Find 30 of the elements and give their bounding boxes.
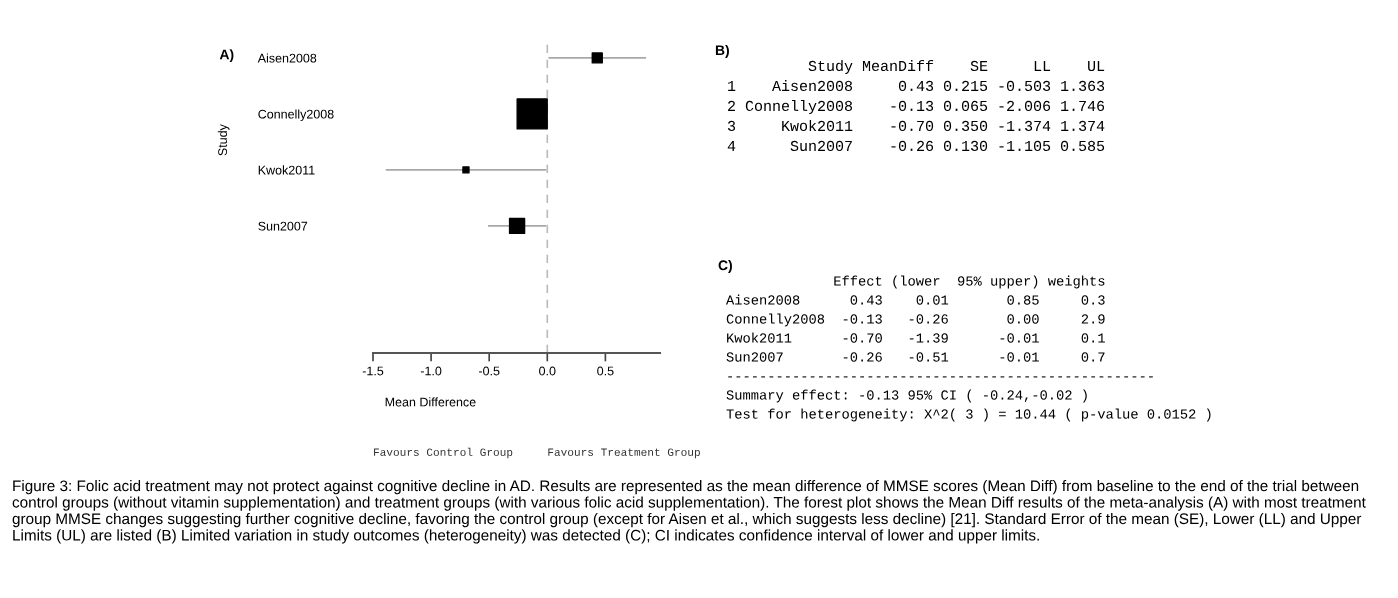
text: ---------------------------------------------------- [728,376,1153,378]
text: A) [219,49,234,63]
y-tick-label: Aisen2008 [257,53,317,63]
text: 1 Aisen2008 0.43 0.215 -0.503 1.363 [728,80,1105,92]
x-tick-label: -0.5 [478,366,500,376]
x-tick-label: 0.5 [597,366,614,376]
text: Summary effect: -0.13 95% CI ( -0.24,-0.02 ) [726,389,1087,403]
text: 3 Kwok2011 -0.70 0.350 -1.374 1.374 [727,120,1105,132]
x-tick-label: 0.0 [539,366,556,376]
y-tick-label: Connelly2008 [258,109,334,122]
text: Favours Control Group [374,447,513,459]
x-tick-label: -1.5 [362,366,384,376]
caption: Figure 3: Folic acid treatment may not protect against cognitive decline in AD. Results are represented as the mean difference of MMSE scores (Mean Diff) from baseline to the end of the trial between control groups (without vitamin supplementation) and treatment groups (with various folic acid supplementation). The forest plot shows the Mean Diff results of the meta-analysis (A) with most treatment group MMSE changes suggesting further cognitive decline, favoring the control group (except for Aisen et al., which suggests less decline) [21]. Standard Error of the mean (SE), Lower (LL) and Upper Limits (UL) are listed (B) Limited variation in study outcomes (heterogeneity) was detected (C); CI indicates confidence interval of lower and upper limits. [12,480,1366,544]
text: Kwok2011 -0.70 -1.39 -0.01 0.1 [727,332,1105,343]
text: 2 Connelly2008 -0.13 0.065 -2.006 1.746 [728,100,1105,114]
text: Favours Treatment Group [548,448,700,459]
text: Effect (lower 95% upper) weights [834,275,1105,289]
y-axis-title: Study [217,124,230,156]
text: Aisen2008 0.43 0.01 0.85 0.3 [726,294,1105,305]
text: Study MeanDiff SE LL UL [808,60,1105,74]
text: 4 Sun2007 -0.26 0.130 -1.105 0.585 [727,140,1105,152]
x-axis-title: Mean Difference [385,397,476,407]
text: Test for heterogeneity: X^2( 3 ) = 10.44 ( p-value 0.0152 ) [726,408,1211,422]
x-tick-label: -1.0 [420,366,442,376]
text: B) [715,45,729,58]
text: C) [718,260,732,273]
text: Connelly2008 -0.13 -0.26 0.00 2.9 [726,313,1105,327]
y-tick-label: Sun2007 [258,221,308,231]
y-tick-label: Kwok2011 [258,165,315,175]
text: Sun2007 -0.26 -0.51 -0.01 0.7 [726,352,1105,362]
